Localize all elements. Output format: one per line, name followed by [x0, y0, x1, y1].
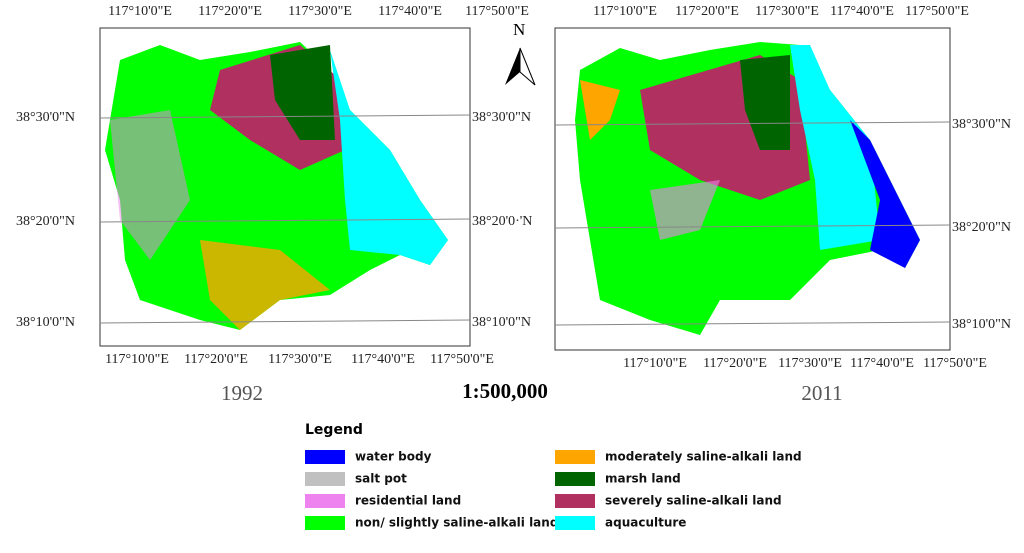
moderate-zone — [200, 240, 330, 330]
latitude-label: 38°10'0"N — [952, 317, 1011, 332]
longitude-label: 117°50'0"E — [905, 4, 969, 19]
longitude-label: 117°20'0"E — [675, 4, 739, 19]
legend-label: non/ slightly saline-alkali land — [355, 516, 558, 530]
land-area — [105, 42, 448, 330]
map-2011 — [554, 27, 951, 351]
graticule — [554, 321, 951, 326]
legend-swatch — [305, 450, 345, 464]
longitude-label: 117°10'0"E — [108, 4, 172, 19]
aquaculture-zone — [330, 50, 448, 265]
legend-label: residential land — [355, 494, 461, 508]
longitude-label: 117°40'0"E — [378, 4, 442, 19]
map-1992 — [99, 27, 471, 347]
longitude-label: 117°40'0"E — [830, 4, 894, 19]
latitude-label: 38°30'0"N — [952, 117, 1011, 132]
longitude-label: 117°10'0"E — [593, 4, 657, 19]
latitude-label: 38°30'0"N — [16, 110, 75, 125]
legend-label: salt pot — [355, 472, 407, 486]
latitude-label: 38°30'0"N — [472, 110, 531, 125]
residential-zone — [110, 110, 190, 260]
latitude-label: 38°20'0"N — [16, 214, 75, 229]
longitude-label: 117°30'0"E — [755, 4, 819, 19]
longitude-label: 117°50'0"E — [430, 352, 494, 367]
longitude-label: 117°40'0"E — [850, 356, 914, 371]
legend-label: moderately saline-alkali land — [605, 450, 802, 464]
graticule — [554, 224, 951, 229]
legend-swatch — [305, 494, 345, 508]
longitude-label: 117°10'0"E — [105, 352, 169, 367]
longitude-label: 117°30'0"E — [288, 4, 352, 19]
longitude-label: 117°20'0"E — [703, 356, 767, 371]
legend-label: severely saline-alkali land — [605, 494, 782, 508]
legend-swatch — [555, 494, 595, 508]
legend-swatch — [555, 450, 595, 464]
longitude-label: 117°30'0"E — [268, 352, 332, 367]
graticule — [99, 114, 471, 119]
longitude-label: 117°20'0"E — [184, 352, 248, 367]
latitude-label: 38°10'0"N — [16, 315, 75, 330]
longitude-label: 117°50'0"E — [465, 4, 529, 19]
north-arrow: N — [505, 20, 536, 86]
legend-label: water body — [355, 450, 432, 464]
legend-swatch — [305, 516, 345, 530]
legend-label: aquaculture — [605, 516, 686, 530]
latitude-label: 38°10'0"N — [472, 315, 531, 330]
year-label: 1992 — [221, 381, 263, 405]
legend-label: marsh land — [605, 472, 681, 486]
legend-swatch — [305, 472, 345, 486]
legend-swatch — [555, 472, 595, 486]
longitude-label: 117°30'0"E — [778, 356, 842, 371]
legend-swatch — [555, 516, 595, 530]
longitude-label: 117°10'0"E — [623, 356, 687, 371]
graticule — [554, 121, 951, 126]
marsh-zone — [740, 55, 790, 150]
year-label: 2011 — [801, 381, 842, 405]
residential-zone — [650, 180, 720, 240]
water-zone — [850, 120, 920, 268]
legend-title: Legend — [305, 422, 363, 438]
longitude-label: 117°50'0"E — [923, 356, 987, 371]
latitude-label: 38°20'0·'N — [472, 214, 532, 229]
latitude-label: 38°20'0"N — [952, 220, 1011, 235]
longitude-label: 117°20'0"E — [198, 4, 262, 19]
longitude-label: 117°40'0"E — [351, 352, 415, 367]
north-label: N — [513, 20, 525, 39]
aquaculture-zone — [790, 45, 880, 250]
scale: 1:500,000 — [462, 379, 548, 403]
graticule — [99, 319, 471, 324]
graticule — [99, 218, 471, 223]
